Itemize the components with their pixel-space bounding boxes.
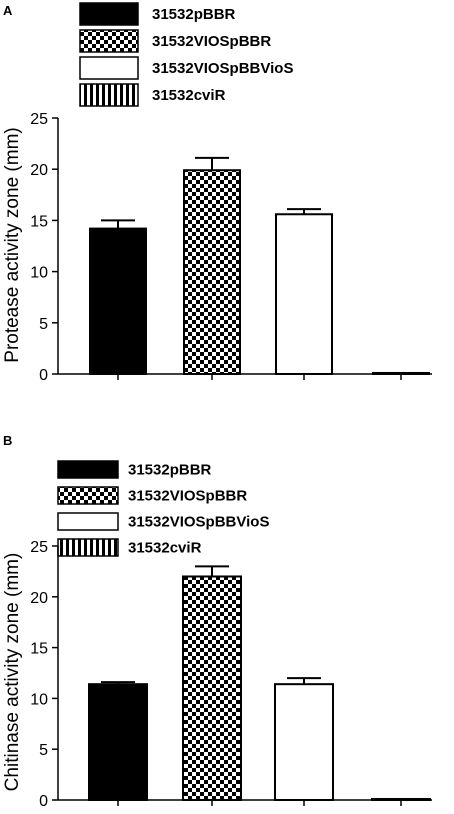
panel-label-b: B [3,433,12,448]
y-tick-label: 0 [39,793,48,810]
y-axis-title-a: Protease activity zone (mm) [2,127,23,362]
y-tick-label: 20 [30,162,48,179]
y-tick-label: 0 [39,367,48,384]
y-axis-title-b: Chitinase activity zone (mm) [2,553,23,792]
bar [89,227,147,375]
legend-b: 31532pBBR 31532VIOSpBBR 31532VIOSpBBVioS 31… [57,460,269,557]
bar [371,797,431,802]
legend-label: 31532cviR [152,87,226,104]
y-tick-label: 5 [39,742,48,759]
legend-a: 31532pBBR 31532VIOSpBBR 31532VIOSpBBVioS 31… [79,2,293,107]
bar [88,683,148,802]
y-tick-label: 20 [30,590,48,607]
bar [183,169,241,375]
legend-swatch [57,538,119,557]
bar [275,213,333,375]
legend-label: 31532pBBR [152,6,236,23]
legend-label: 31532pBBR [128,462,212,479]
y-tick-label: 10 [30,265,48,282]
legend-swatch [57,486,119,505]
panel-a: A 31532pBBR 31532VIOSpBBR 31532VIOSpBBVioS… [2,2,432,384]
panel-b: B 31532pBBR 31532VIOSpBBR 31532VIOSpBBVioS… [2,433,432,810]
bar [274,683,334,802]
y-tick-label: 15 [30,213,48,230]
legend-swatch [79,56,139,80]
y-tick-label: 5 [39,316,48,333]
panel-label-a: A [3,3,13,18]
legend-swatch [57,460,119,479]
plot-area-a: 0 5 10 15 20 25 [30,111,432,384]
legend-label: 31532VIOSpBBR [152,33,271,50]
legend-label: 31532VIOSpBBVioS [152,60,293,77]
bar [372,371,430,376]
legend-swatch [79,83,139,107]
legend-label: 31532VIOSpBBVioS [128,514,269,531]
legend-swatch [79,2,139,26]
legend-label: 31532VIOSpBBR [128,488,247,505]
legend-swatch [57,512,119,531]
bar [182,575,242,801]
legend-swatch [79,29,139,53]
y-tick-label: 10 [30,691,48,708]
y-tick-label: 25 [30,539,48,556]
plot-area-b: 0 5 10 15 20 25 [30,539,432,810]
y-tick-label: 25 [30,111,48,128]
legend-label: 31532cviR [128,540,202,557]
y-tick-label: 15 [30,641,48,658]
